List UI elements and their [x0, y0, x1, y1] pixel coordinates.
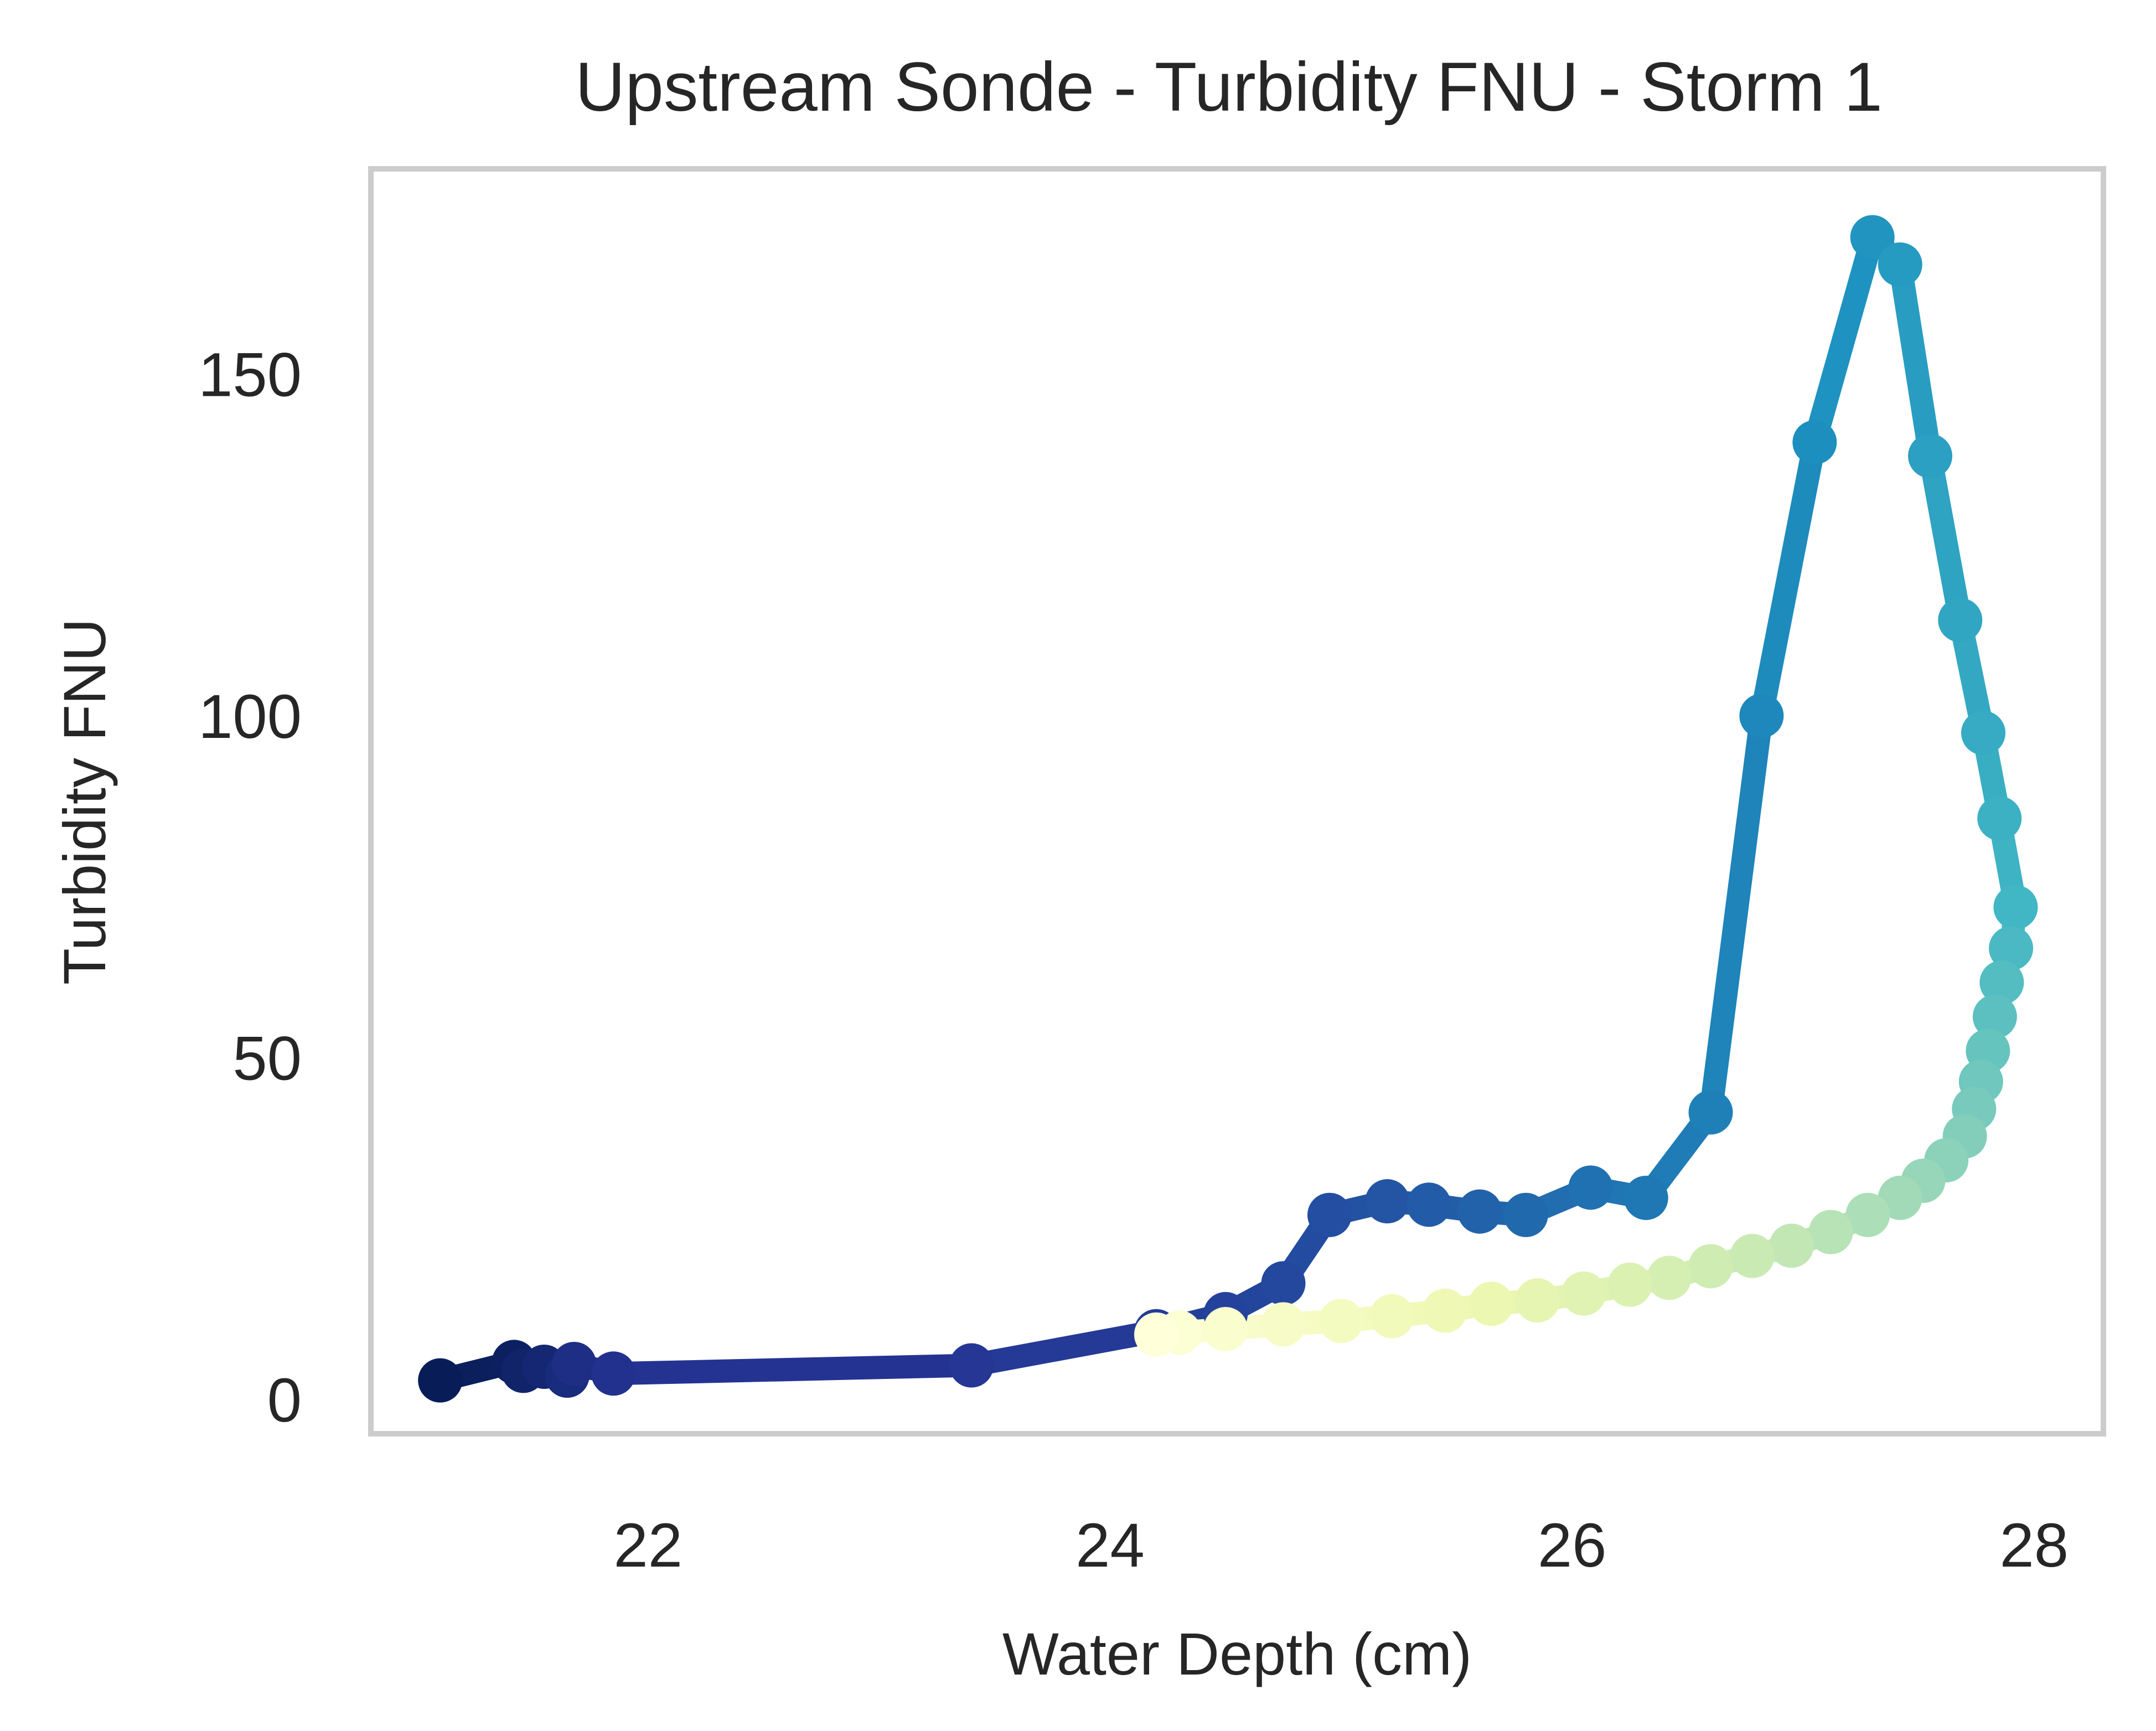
- y-tick-label: 150: [198, 340, 302, 410]
- data-point: [1808, 1210, 1853, 1254]
- data-point: [1319, 1299, 1363, 1344]
- data-point: [1568, 1165, 1613, 1210]
- y-tick-label: 50: [232, 1024, 302, 1093]
- data-point: [1908, 433, 1952, 478]
- data-point: [1993, 885, 2038, 929]
- series-line-segment: [1803, 225, 1884, 454]
- data-point: [1938, 598, 1983, 643]
- y-tick-label: 0: [267, 1366, 302, 1435]
- y-axis-label: Turbidity FNU: [51, 618, 118, 985]
- data-point: [1469, 1282, 1514, 1326]
- data-point: [1739, 694, 1784, 738]
- x-tick-label: 28: [2000, 1511, 2069, 1580]
- data-point: [1261, 1261, 1306, 1306]
- data-point: [418, 1358, 463, 1403]
- data-point: [1134, 1312, 1178, 1357]
- data-point: [1365, 1179, 1410, 1224]
- data-point: [1979, 960, 2024, 1005]
- y-tick-label: 100: [198, 682, 302, 751]
- data-point: [1503, 1192, 1548, 1237]
- data-point: [591, 1351, 636, 1396]
- data-point: [1730, 1233, 1775, 1278]
- chart-title: Upstream Sonde - Turbidity FNU - Storm 1: [575, 49, 1883, 126]
- series-line-segment: [960, 1319, 1168, 1377]
- data-point: [1850, 215, 1895, 260]
- data-point: [1515, 1278, 1560, 1323]
- series-line-segment: [602, 1353, 984, 1386]
- data-point: [1457, 1189, 1502, 1234]
- series-points: [418, 215, 2038, 1403]
- data-point: [1878, 242, 1922, 287]
- data-point: [1607, 1262, 1652, 1307]
- data-point: [1961, 710, 2005, 755]
- data-point: [1624, 1175, 1668, 1220]
- data-point: [1792, 420, 1837, 465]
- data-point: [1647, 1255, 1692, 1300]
- data-point: [1977, 796, 2022, 841]
- data-point: [1845, 1192, 1890, 1237]
- data-point: [1972, 994, 2017, 1039]
- data-point: [552, 1342, 597, 1387]
- data-point: [1407, 1182, 1451, 1227]
- x-tick-label: 24: [1076, 1511, 1145, 1580]
- series-line-segment: [1888, 252, 1942, 468]
- data-point: [1562, 1271, 1606, 1316]
- data-point: [1769, 1223, 1814, 1268]
- plot-frame: [368, 166, 2106, 1437]
- series-line-segment: [1919, 444, 1972, 632]
- data-point: [1423, 1288, 1467, 1333]
- data-point: [1307, 1192, 1352, 1237]
- series-line-segment: [1750, 431, 1827, 728]
- x-axis-ticks: 22 24 26 28: [614, 1511, 2069, 1580]
- data-point: [1369, 1294, 1414, 1339]
- x-axis-label: Water Depth (cm): [1002, 1620, 1472, 1687]
- x-tick-label: 22: [614, 1511, 683, 1580]
- data-point: [1989, 926, 2034, 971]
- series-line-segment: [1699, 704, 1774, 1124]
- x-tick-label: 26: [1538, 1511, 1607, 1580]
- data-point: [1261, 1302, 1306, 1347]
- data-point: [1688, 1244, 1733, 1289]
- data-point: [949, 1343, 994, 1388]
- data-point: [1203, 1307, 1248, 1352]
- y-axis-ticks: 0 50 100 150: [198, 340, 302, 1435]
- data-point: [1688, 1090, 1733, 1135]
